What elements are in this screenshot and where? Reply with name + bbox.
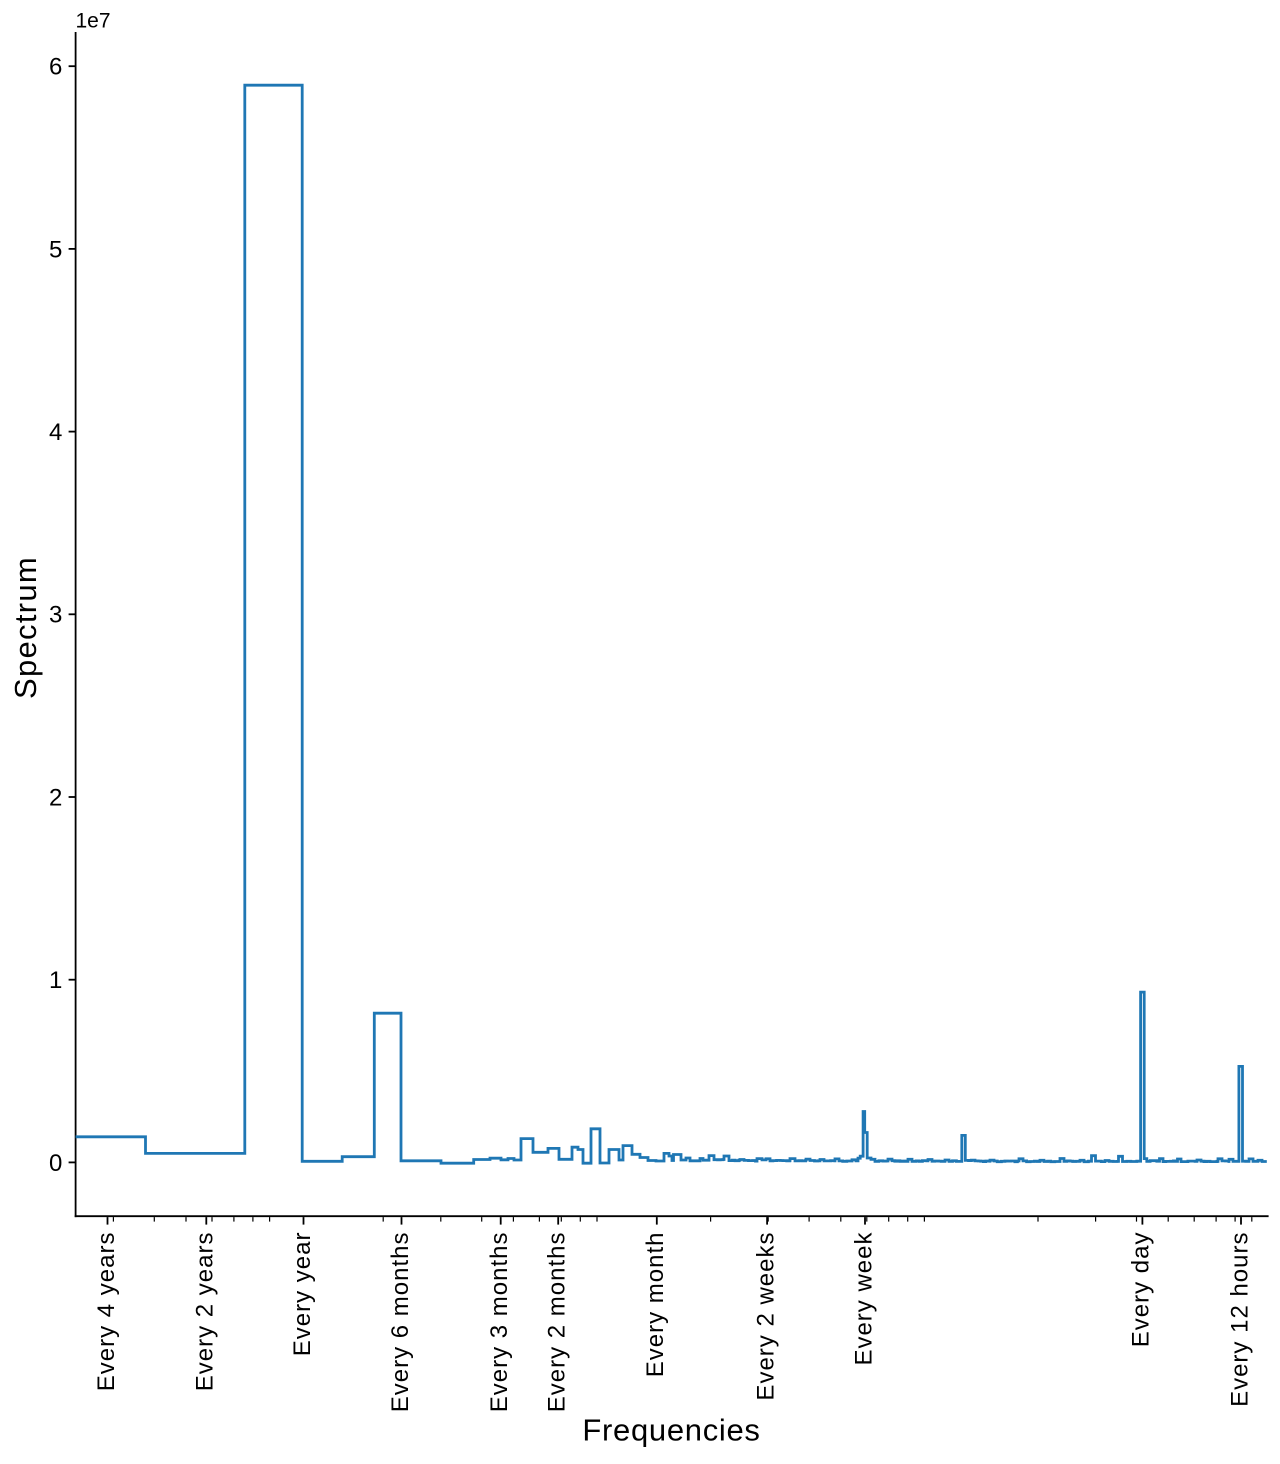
- svg-text:Every 4 years: Every 4 years: [93, 1232, 120, 1392]
- svg-text:2: 2: [49, 784, 62, 811]
- svg-text:5: 5: [49, 236, 62, 263]
- svg-text:Every month: Every month: [642, 1232, 669, 1378]
- svg-text:6: 6: [49, 54, 62, 81]
- svg-text:Every 2 years: Every 2 years: [192, 1232, 219, 1392]
- svg-text:1: 1: [49, 967, 62, 994]
- svg-text:4: 4: [49, 419, 62, 446]
- svg-text:Every 3 months: Every 3 months: [486, 1232, 513, 1413]
- svg-text:1e7: 1e7: [76, 9, 111, 32]
- svg-text:0: 0: [49, 1150, 62, 1177]
- svg-text:Every 2 months: Every 2 months: [544, 1232, 571, 1413]
- svg-text:Every 6 months: Every 6 months: [387, 1232, 414, 1413]
- svg-text:Frequencies: Frequencies: [582, 1412, 760, 1447]
- svg-text:Spectrum: Spectrum: [8, 556, 43, 699]
- svg-text:Every 12 hours: Every 12 hours: [1226, 1232, 1253, 1407]
- svg-text:Every year: Every year: [289, 1232, 316, 1357]
- svg-text:Every week: Every week: [850, 1232, 877, 1366]
- svg-text:Every day: Every day: [1128, 1232, 1155, 1348]
- svg-text:3: 3: [49, 602, 62, 629]
- svg-text:Every 2 weeks: Every 2 weeks: [752, 1232, 779, 1401]
